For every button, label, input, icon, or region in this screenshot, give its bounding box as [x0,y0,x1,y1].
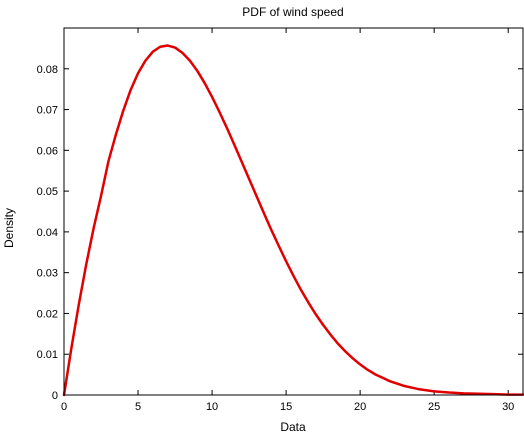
y-tick-label: 0.07 [37,105,58,117]
x-tick-label: 30 [502,401,514,413]
x-tick-label: 5 [135,401,141,413]
y-tick-label: 0.08 [37,64,58,76]
y-tick-label: 0.06 [37,145,58,157]
series-line [62,44,524,397]
y-tick-label: 0.03 [37,268,58,280]
x-tick-label: 25 [428,401,440,413]
y-tick-label: 0.02 [37,308,58,320]
x-tick-label: 20 [354,401,366,413]
chart-title: PDF of wind speed [242,5,343,19]
tick-labels: 0 5 10 15 20 25 30 0 0.01 0.02 0.03 0.04 0.05 0.06 0.0… [37,64,515,413]
y-tick-label: 0.05 [37,186,58,198]
x-axis-label: Data [280,420,306,434]
y-tick-label: 0.04 [37,227,58,239]
x-tick-label: 15 [280,401,292,413]
axis-ticks [63,28,523,396]
y-tick-label: 0 [52,390,58,402]
x-tick-label: 0 [61,401,67,413]
y-axis-label: Density [2,208,16,248]
y-tick-label: 0.01 [37,349,58,361]
x-tick-label: 10 [206,401,218,413]
plot-frame [63,27,524,396]
series-layer [62,44,524,397]
